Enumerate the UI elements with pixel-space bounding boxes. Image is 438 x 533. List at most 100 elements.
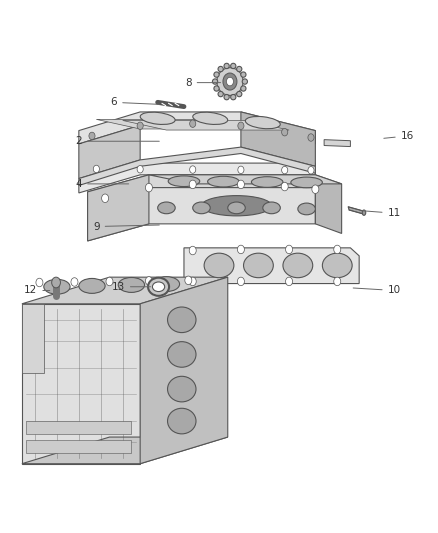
Circle shape — [282, 128, 288, 136]
Circle shape — [282, 166, 288, 174]
Polygon shape — [22, 304, 140, 464]
Ellipse shape — [214, 72, 219, 77]
Ellipse shape — [244, 253, 273, 278]
Circle shape — [334, 245, 341, 254]
Text: 12: 12 — [24, 286, 50, 295]
Ellipse shape — [167, 376, 196, 402]
Ellipse shape — [153, 277, 180, 292]
Polygon shape — [315, 175, 342, 233]
Ellipse shape — [148, 278, 169, 296]
Circle shape — [137, 122, 143, 130]
Ellipse shape — [263, 202, 280, 214]
Circle shape — [308, 166, 314, 174]
Circle shape — [36, 278, 43, 287]
Ellipse shape — [228, 202, 245, 214]
Text: 6: 6 — [110, 98, 159, 107]
Text: 2: 2 — [75, 136, 159, 146]
Circle shape — [238, 166, 244, 174]
Ellipse shape — [118, 278, 145, 293]
Ellipse shape — [237, 67, 242, 72]
Ellipse shape — [167, 342, 196, 367]
Circle shape — [238, 122, 244, 130]
Ellipse shape — [214, 86, 219, 91]
Polygon shape — [149, 175, 342, 184]
Polygon shape — [79, 112, 315, 144]
Ellipse shape — [224, 94, 229, 100]
Text: 4: 4 — [75, 179, 129, 189]
Circle shape — [189, 277, 196, 286]
Circle shape — [281, 182, 288, 191]
Circle shape — [185, 276, 192, 285]
Circle shape — [237, 180, 244, 189]
Circle shape — [334, 277, 341, 286]
Ellipse shape — [362, 210, 366, 215]
Ellipse shape — [208, 176, 239, 187]
Ellipse shape — [241, 72, 246, 77]
Ellipse shape — [140, 112, 175, 124]
Ellipse shape — [79, 278, 105, 293]
Ellipse shape — [291, 177, 322, 188]
Polygon shape — [79, 125, 140, 179]
Ellipse shape — [201, 196, 272, 216]
Polygon shape — [79, 147, 315, 185]
Polygon shape — [88, 175, 149, 241]
Ellipse shape — [245, 117, 280, 128]
Circle shape — [286, 277, 293, 286]
Circle shape — [89, 132, 95, 140]
Circle shape — [102, 194, 109, 203]
Polygon shape — [88, 188, 315, 241]
Text: 13: 13 — [112, 282, 151, 292]
Circle shape — [190, 120, 196, 127]
Polygon shape — [88, 175, 315, 205]
Polygon shape — [22, 437, 228, 464]
Circle shape — [93, 165, 99, 173]
Ellipse shape — [158, 202, 175, 214]
Polygon shape — [26, 440, 131, 453]
Polygon shape — [22, 304, 44, 373]
Circle shape — [145, 183, 152, 192]
Ellipse shape — [322, 253, 352, 278]
Ellipse shape — [193, 202, 210, 214]
Ellipse shape — [298, 203, 315, 215]
Ellipse shape — [231, 63, 236, 69]
Polygon shape — [184, 248, 359, 284]
Circle shape — [312, 185, 319, 193]
Circle shape — [145, 277, 152, 285]
Polygon shape — [324, 140, 350, 147]
Circle shape — [52, 277, 60, 288]
Text: 16: 16 — [384, 131, 414, 141]
Circle shape — [223, 73, 237, 90]
Polygon shape — [96, 119, 263, 129]
Ellipse shape — [251, 177, 283, 188]
Polygon shape — [26, 421, 131, 434]
Circle shape — [71, 278, 78, 286]
Polygon shape — [241, 112, 315, 166]
Circle shape — [137, 165, 143, 173]
Polygon shape — [79, 163, 315, 193]
Ellipse shape — [152, 282, 165, 292]
Ellipse shape — [168, 176, 200, 187]
Ellipse shape — [237, 91, 242, 96]
Text: 9: 9 — [93, 222, 159, 231]
Polygon shape — [123, 120, 289, 130]
Ellipse shape — [217, 68, 243, 95]
Ellipse shape — [212, 79, 218, 84]
Ellipse shape — [167, 408, 196, 434]
Ellipse shape — [283, 253, 313, 278]
Ellipse shape — [218, 91, 223, 96]
Circle shape — [189, 180, 196, 189]
Polygon shape — [22, 277, 228, 304]
Circle shape — [226, 77, 233, 86]
Ellipse shape — [193, 112, 228, 124]
Polygon shape — [140, 277, 228, 464]
Circle shape — [308, 134, 314, 141]
Circle shape — [189, 246, 196, 255]
Text: 11: 11 — [362, 208, 401, 218]
Ellipse shape — [167, 307, 196, 333]
Text: 10: 10 — [353, 286, 401, 295]
Ellipse shape — [44, 279, 70, 294]
Circle shape — [237, 245, 244, 254]
Polygon shape — [348, 207, 364, 214]
Ellipse shape — [231, 94, 236, 100]
Circle shape — [286, 245, 293, 254]
